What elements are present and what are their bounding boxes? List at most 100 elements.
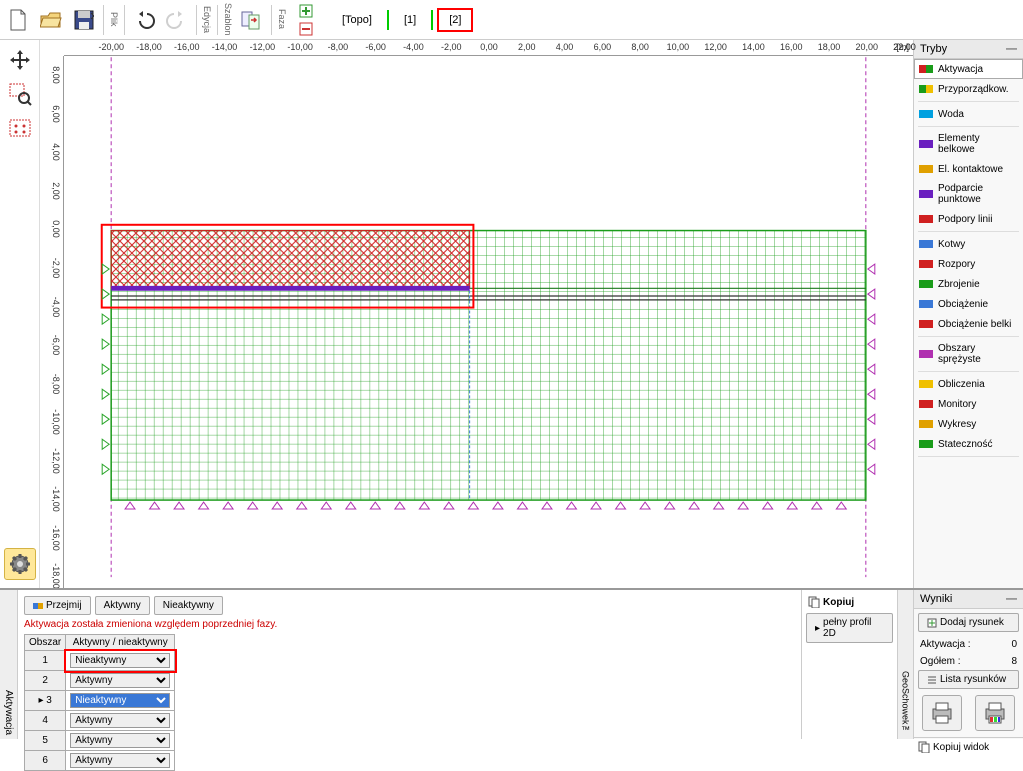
table-row[interactable]: 2AktywnyNieaktywny bbox=[25, 671, 175, 691]
geoclipboard-tab[interactable]: GeoSchowek™ bbox=[897, 590, 913, 739]
result-row-activation: Aktywacja :0 bbox=[914, 636, 1023, 653]
state-select[interactable]: AktywnyNieaktywny bbox=[70, 733, 170, 748]
mode-icon bbox=[919, 348, 933, 360]
activation-panel: Przejmij Aktywny Nieaktywny Aktywacja zo… bbox=[18, 590, 801, 739]
mode-icon bbox=[919, 418, 933, 430]
mode-item-aktywacja[interactable]: Aktywacja bbox=[914, 59, 1023, 79]
full-profile-button[interactable]: ▸ pełny profil 2D bbox=[806, 613, 893, 643]
list-icon bbox=[927, 675, 937, 685]
table-row[interactable]: 1AktywnyNieaktywny bbox=[25, 651, 175, 671]
state-select[interactable]: AktywnyNieaktywny bbox=[70, 673, 170, 688]
mode-icon bbox=[919, 188, 933, 200]
mode-item-wykresy[interactable]: Wykresy bbox=[914, 414, 1023, 434]
add-drawing-button[interactable]: Dodaj rysunek bbox=[918, 613, 1019, 632]
copy-label: Kopiuj bbox=[806, 594, 893, 610]
state-select[interactable]: AktywnyNieaktywny bbox=[70, 753, 170, 768]
copy-icon bbox=[808, 596, 820, 608]
minimize-icon[interactable]: — bbox=[1006, 43, 1017, 55]
phase-indicator-icon bbox=[387, 10, 389, 30]
mode-icon bbox=[919, 138, 933, 150]
mesh-drawing bbox=[64, 56, 913, 588]
adopt-button[interactable]: Przejmij bbox=[24, 596, 91, 615]
modes-panel: Tryby — AktywacjaPrzyporządkow. Woda Eleme… bbox=[913, 40, 1023, 588]
inactive-button[interactable]: Nieaktywny bbox=[154, 596, 223, 615]
fit-view-button[interactable] bbox=[4, 112, 36, 144]
print-color-button[interactable] bbox=[975, 695, 1015, 731]
state-select[interactable]: AktywnyNieaktywny bbox=[70, 713, 170, 728]
region-col-header: Obszar bbox=[25, 635, 66, 651]
mode-icon bbox=[919, 213, 933, 225]
mode-item-kotwy[interactable]: Kotwy bbox=[914, 234, 1023, 254]
mode-item-obliczenia[interactable]: Obliczenia bbox=[914, 374, 1023, 394]
mode-item-przyporz-dkow-[interactable]: Przyporządkow. bbox=[914, 79, 1023, 99]
template-label[interactable]: Szablon bbox=[221, 3, 235, 36]
mode-item-podparcie-punktowe[interactable]: Podparcie punktowe bbox=[914, 179, 1023, 209]
phase-tabs: [Topo] [1] [2] bbox=[331, 8, 473, 32]
drawing-canvas[interactable] bbox=[64, 56, 913, 588]
undo-button[interactable] bbox=[128, 2, 160, 38]
drawing-list-button[interactable]: Lista rysunków bbox=[918, 670, 1019, 689]
results-panel: Wyniki — Dodaj rysunek Aktywacja :0 Ogół… bbox=[913, 590, 1023, 739]
ruler-horizontal: 22,00-20,00-18,00-16,00-14,00-12,00-10,0… bbox=[64, 40, 913, 56]
mode-item-podpory-linii[interactable]: Podpory linii bbox=[914, 209, 1023, 229]
adopt-icon bbox=[33, 601, 43, 611]
phase-label[interactable]: Faza bbox=[275, 9, 289, 29]
state-select[interactable]: AktywnyNieaktywny bbox=[70, 693, 170, 708]
region-table: Obszar Aktywny / nieaktywny 1AktywnyNiea… bbox=[24, 634, 175, 771]
phase-tab-1[interactable]: [1] bbox=[393, 9, 427, 31]
mode-item-el-kontaktowe[interactable]: El. kontaktowe bbox=[914, 159, 1023, 179]
minimize-icon[interactable]: — bbox=[1006, 593, 1017, 605]
phase-tab-2[interactable]: [2] bbox=[437, 8, 473, 32]
open-file-button[interactable] bbox=[35, 2, 67, 38]
state-select[interactable]: AktywnyNieaktywny bbox=[70, 653, 170, 668]
zoom-tool-button[interactable] bbox=[4, 78, 36, 110]
settings-button[interactable] bbox=[4, 548, 36, 580]
active-button[interactable]: Aktywny bbox=[95, 596, 150, 615]
table-row[interactable]: 6AktywnyNieaktywny bbox=[25, 751, 175, 771]
mode-item-obci-enie-belki[interactable]: Obciążenie belki bbox=[914, 314, 1023, 334]
bottom-dock: Aktywacja Przejmij Aktywny Nieaktywny Ak… bbox=[0, 588, 1023, 739]
print-bw-button[interactable] bbox=[922, 695, 962, 731]
status-message: Aktywacja została zmieniona względem pop… bbox=[24, 619, 795, 630]
mode-item-elementy-belkowe[interactable]: Elementy belkowe bbox=[914, 129, 1023, 159]
mode-item-obszary-spr-yste[interactable]: Obszary sprężyste bbox=[914, 339, 1023, 369]
phase-indicator-icon bbox=[431, 10, 433, 30]
file-menu-label[interactable]: Plik bbox=[107, 12, 121, 27]
mode-item-stateczno-[interactable]: Stateczność bbox=[914, 434, 1023, 454]
mode-icon bbox=[919, 238, 933, 250]
table-row[interactable]: 5AktywnyNieaktywny bbox=[25, 731, 175, 751]
new-file-button[interactable] bbox=[2, 2, 34, 38]
mode-icon bbox=[919, 108, 933, 120]
mode-item-rozpory[interactable]: Rozpory bbox=[914, 254, 1023, 274]
phase-tab-topo[interactable]: [Topo] bbox=[331, 9, 383, 31]
template-button[interactable] bbox=[236, 2, 268, 38]
mode-item-zbrojenie[interactable]: Zbrojenie bbox=[914, 274, 1023, 294]
pan-tool-button[interactable] bbox=[4, 44, 36, 76]
state-col-header: Aktywny / nieaktywny bbox=[66, 635, 175, 651]
add-icon bbox=[927, 618, 937, 628]
modes-title: Tryby bbox=[920, 43, 947, 55]
edit-menu-label[interactable]: Edycja bbox=[200, 6, 214, 33]
table-row[interactable]: 4AktywnyNieaktywny bbox=[25, 711, 175, 731]
copy-view-button[interactable]: Kopiuj widok bbox=[914, 737, 1023, 756]
unit-label: [m] bbox=[897, 42, 910, 52]
printer-icon bbox=[929, 701, 955, 725]
main-area: 22,00-20,00-18,00-16,00-14,00-12,00-10,0… bbox=[0, 40, 1023, 588]
redo-button[interactable] bbox=[161, 2, 193, 38]
mode-icon bbox=[919, 398, 933, 410]
modes-panel-header: Tryby — bbox=[914, 40, 1023, 59]
mode-item-obci-enie[interactable]: Obciążenie bbox=[914, 294, 1023, 314]
table-row[interactable]: ▸ 3AktywnyNieaktywny bbox=[25, 691, 175, 711]
add-phase-button[interactable] bbox=[290, 2, 322, 20]
left-tool-palette bbox=[0, 40, 40, 588]
save-file-button[interactable] bbox=[68, 2, 100, 38]
result-row-total: Ogółem :8 bbox=[914, 653, 1023, 670]
remove-phase-button[interactable] bbox=[290, 20, 322, 38]
copy-view-icon bbox=[918, 741, 930, 753]
mode-icon bbox=[919, 258, 933, 270]
mode-item-woda[interactable]: Woda bbox=[914, 104, 1023, 124]
mode-item-monitory[interactable]: Monitory bbox=[914, 394, 1023, 414]
mode-icon bbox=[919, 83, 933, 95]
bottom-tab[interactable]: Aktywacja bbox=[0, 590, 18, 739]
printer-color-icon bbox=[982, 701, 1008, 725]
